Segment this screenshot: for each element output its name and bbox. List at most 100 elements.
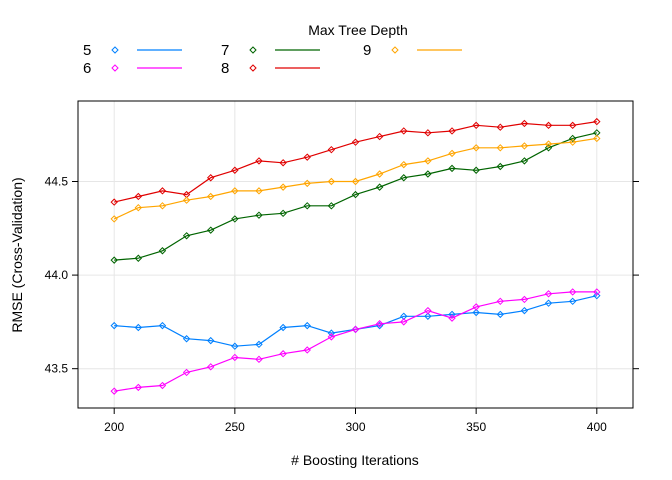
data-point xyxy=(134,203,143,212)
series-line-6 xyxy=(114,291,597,392)
data-point xyxy=(375,132,384,141)
legend-label: 8 xyxy=(221,60,229,77)
data-point xyxy=(472,144,480,152)
data-point xyxy=(448,310,456,319)
data-point xyxy=(424,157,432,165)
data-point xyxy=(110,198,118,206)
data-point xyxy=(448,164,456,173)
data-point xyxy=(593,134,601,143)
legend-marker xyxy=(249,64,257,72)
series-7 xyxy=(110,129,601,264)
data-point xyxy=(496,297,504,306)
y-tick-label: 43.5 xyxy=(45,362,69,376)
data-point xyxy=(472,303,480,311)
data-point xyxy=(400,127,408,135)
data-point xyxy=(327,329,336,337)
data-point xyxy=(568,297,577,306)
data-point xyxy=(158,187,167,195)
data-point xyxy=(544,144,553,152)
data-point xyxy=(400,318,408,326)
data-point xyxy=(207,336,215,345)
data-point xyxy=(207,226,215,234)
data-point xyxy=(593,291,601,300)
data-point xyxy=(255,157,263,165)
data-point xyxy=(544,121,553,130)
data-point xyxy=(448,149,456,158)
data-point xyxy=(424,306,432,315)
data-point xyxy=(255,187,263,195)
data-point xyxy=(496,162,504,171)
y-tick-label: 44.5 xyxy=(45,174,69,188)
data-point xyxy=(424,129,432,137)
axes: 200 250 300 350 400 43.5 44.0 44.5 xyxy=(45,174,639,434)
series-line-8 xyxy=(114,121,597,203)
data-point xyxy=(593,288,601,296)
data-point xyxy=(544,140,553,148)
data-point xyxy=(327,145,336,154)
series-line-9 xyxy=(113,137,597,220)
data-point xyxy=(400,160,408,169)
data-point xyxy=(520,157,529,165)
data-point xyxy=(182,196,191,204)
data-point xyxy=(134,192,143,201)
data-point xyxy=(568,134,577,143)
series-line-7 xyxy=(114,132,597,261)
data-point xyxy=(231,342,239,350)
data-point xyxy=(231,166,239,174)
data-point xyxy=(544,290,553,298)
legend-label: 7 xyxy=(221,42,229,59)
data-point xyxy=(207,192,215,201)
data-point xyxy=(158,381,167,390)
data-point xyxy=(110,215,118,223)
data-point xyxy=(303,321,311,330)
data-point xyxy=(303,179,311,188)
series-9 xyxy=(110,134,601,223)
data-point xyxy=(448,127,456,135)
data-point xyxy=(472,166,480,174)
x-tick-label: 400 xyxy=(587,420,607,434)
legend-item-8: 8 xyxy=(221,60,320,77)
data-point xyxy=(520,306,529,315)
data-point xyxy=(231,215,239,223)
data-point xyxy=(472,308,480,317)
legend-marker xyxy=(249,46,257,54)
data-point xyxy=(182,232,191,240)
data-point xyxy=(158,247,167,255)
legend-title: Max Tree Depth xyxy=(308,22,408,38)
data-point xyxy=(255,211,263,219)
legend-label: 6 xyxy=(83,60,91,77)
data-point xyxy=(448,314,456,322)
data-point xyxy=(327,333,336,341)
data-point xyxy=(110,321,118,330)
data-point xyxy=(158,202,167,210)
data-point xyxy=(400,174,408,182)
data-point xyxy=(255,355,263,364)
x-tick-label: 350 xyxy=(466,420,486,434)
data-point xyxy=(544,299,553,307)
data-point xyxy=(424,170,432,178)
data-point xyxy=(207,174,215,182)
data-point xyxy=(110,256,118,264)
data-point xyxy=(110,387,118,395)
data-point xyxy=(472,121,480,130)
data-point xyxy=(375,183,384,191)
series-8 xyxy=(110,117,601,206)
legend-label: 9 xyxy=(363,42,371,59)
data-point xyxy=(158,321,167,330)
legend-item-9: 9 xyxy=(363,42,462,59)
y-tick-label: 44.0 xyxy=(45,268,69,282)
data-point xyxy=(327,177,336,186)
legend-label: 5 xyxy=(83,42,91,59)
data-point xyxy=(520,295,529,304)
data-point xyxy=(568,121,577,130)
x-tick-label: 300 xyxy=(345,420,365,434)
data-point xyxy=(375,170,384,178)
data-point xyxy=(520,142,529,150)
y-axis-title: RMSE (Cross-Validation) xyxy=(9,177,25,332)
data-point xyxy=(351,177,360,186)
data-point xyxy=(279,350,287,358)
x-axis-title: # Boosting Iterations xyxy=(291,452,419,468)
data-point xyxy=(279,183,287,191)
data-point xyxy=(231,187,239,195)
